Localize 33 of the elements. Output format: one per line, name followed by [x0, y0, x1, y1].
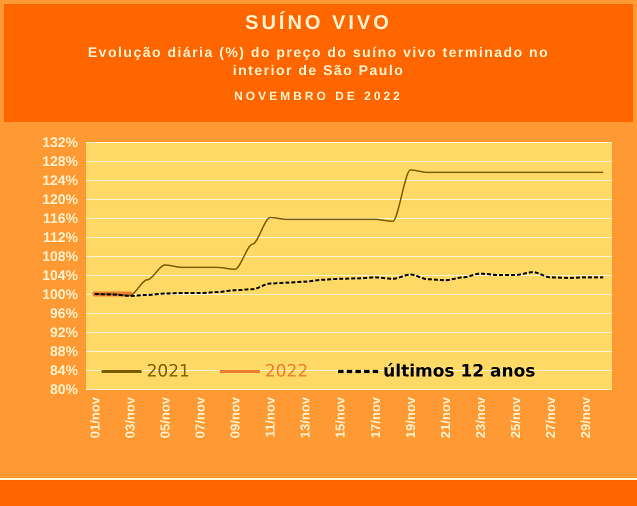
y-tick-label: 108% [42, 248, 79, 264]
chart-subtitle: Evolução diária (%) do preço do suíno vivo terminado no interior de São Paulo [86, 43, 550, 79]
y-tick-label: 92% [50, 324, 79, 340]
y-tick-label: 100% [42, 286, 79, 302]
x-tick-label: 15/nov [332, 396, 348, 438]
y-tick-label: 104% [42, 267, 79, 283]
y-tick-label: 80% [50, 381, 79, 397]
x-tick-label: 05/nov [157, 396, 172, 438]
x-tick-label: 09/nov [228, 396, 243, 438]
y-tick-label: 128% [42, 153, 79, 169]
y-tick-label: 112% [42, 229, 79, 245]
x-tick-label: 29/nov [578, 396, 594, 438]
x-tick-label: 21/nov [438, 396, 453, 438]
x-tick-label: 07/nov [192, 396, 208, 438]
legend-label: últimos 12 anos [383, 362, 536, 382]
x-tick-label: 23/nov [473, 396, 488, 438]
x-tick-label: 03/nov [122, 396, 138, 438]
x-tick-label: 25/nov [508, 396, 524, 438]
x-tick-label: 17/nov [368, 396, 383, 438]
y-tick-label: 116% [42, 210, 79, 226]
x-tick-label: 01/nov [87, 396, 102, 438]
text: NOVEMBRO DE 2022 [233, 89, 404, 103]
x-tick-label: 19/nov [402, 396, 418, 438]
y-tick-label: 120% [42, 191, 79, 207]
y-tick-label: 132% [42, 134, 79, 150]
y-tick-label: 96% [50, 305, 79, 321]
x-tick-label: 27/nov [543, 396, 558, 438]
x-tick-label: 11/nov [262, 396, 278, 438]
x-tick-label: 13/nov [298, 396, 313, 438]
y-tick-label: 84% [50, 362, 79, 378]
y-tick-label: 124% [42, 172, 79, 188]
chart-title: SUÍNO VIVO [244, 12, 393, 35]
y-tick-label: 88% [50, 343, 79, 359]
